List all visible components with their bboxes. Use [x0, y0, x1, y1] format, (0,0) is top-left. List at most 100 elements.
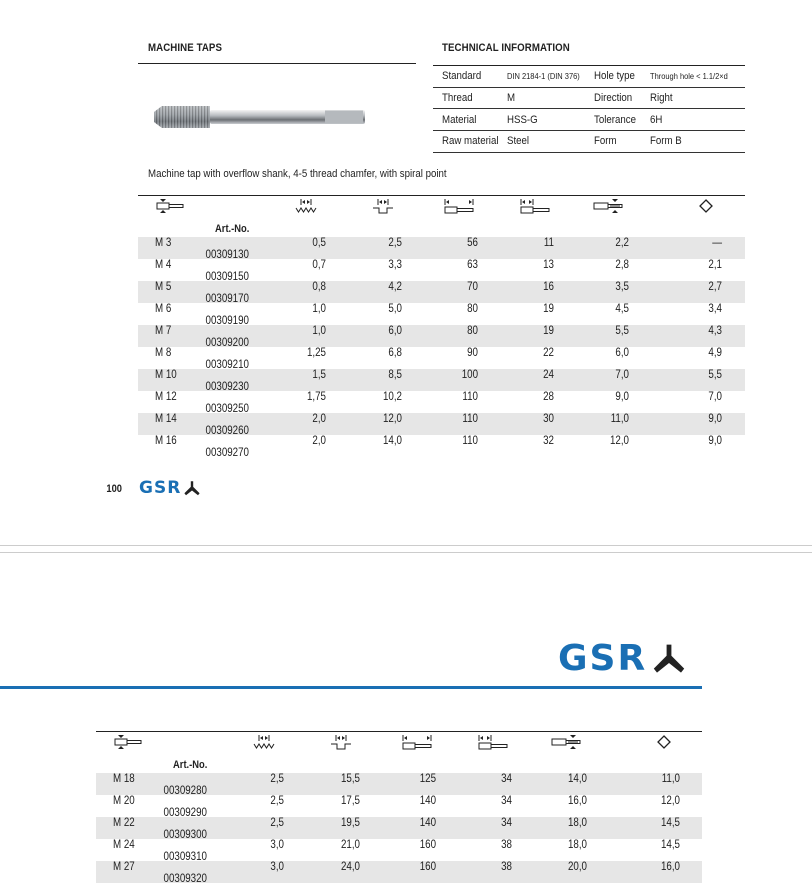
table-cell: 0,8	[312, 281, 326, 293]
value: M	[507, 92, 516, 105]
machine-tap-image	[150, 100, 365, 136]
value: Form B	[650, 135, 682, 148]
table-cell: 125	[419, 773, 436, 785]
table-cell: 00309310	[163, 851, 207, 863]
value: Right	[650, 92, 673, 105]
table-cell: 11,0	[610, 413, 629, 425]
table-cell: 100	[461, 369, 478, 381]
table-cell: 13	[543, 259, 554, 271]
logo-text: GSR	[558, 638, 648, 679]
value: HSS-G	[507, 113, 538, 126]
table-cell: 4,3	[708, 325, 722, 337]
tech-row: Raw material Steel Form Form B	[433, 131, 745, 153]
table-cell: 18,0	[567, 817, 587, 829]
table-cell: 10,2	[382, 391, 402, 403]
table-cell: 2,2	[615, 237, 629, 249]
table-cell: 38	[501, 861, 512, 873]
table-cell: M 5	[155, 281, 172, 293]
table-row: M 10 1,5 8,5 100 24 7,0 5,5 00309230	[138, 369, 745, 393]
tech-info-title: TECHNICAL INFORMATION	[442, 42, 570, 54]
table-cell: 6,8	[388, 347, 402, 359]
table-cell: M 7	[155, 325, 172, 337]
table-cell: 160	[419, 839, 436, 851]
table-row: M 6 1,0 5,0 80 19 4,5 3,4 00309190	[138, 303, 745, 327]
table-cell: 12,0	[660, 795, 680, 807]
column-header	[478, 198, 554, 219]
total-length-icon	[402, 734, 432, 755]
table-cell: 14,0	[567, 773, 587, 785]
tech-row: Material HSS-G Tolerance 6H	[433, 109, 745, 132]
page-separator	[0, 552, 812, 553]
table-cell: 0,7	[312, 259, 326, 271]
value: Steel	[507, 135, 530, 148]
table-cell: 30	[543, 413, 554, 425]
table-cell: 1,5	[312, 369, 326, 381]
table-cell: M 18	[113, 773, 135, 785]
table-cell: 5,5	[615, 325, 629, 337]
table-cell: 11	[543, 237, 554, 249]
table-cell: 0,5	[312, 237, 326, 249]
table-cell: 00309270	[205, 447, 249, 459]
table-row: M 16 2,0 14,0 110 32 12,0 9,0 00309270	[138, 435, 745, 459]
table-cell: 90	[467, 347, 478, 359]
table-row: M 5 0,8 4,2 70 16 3,5 2,7 00309170	[138, 281, 745, 305]
table-cell: 1,75	[306, 391, 326, 403]
table-cell: 14,5	[660, 817, 680, 829]
square-icon	[656, 734, 672, 755]
table-cell: M 10	[155, 369, 177, 381]
table-cell: 15,5	[340, 773, 360, 785]
label: Material	[442, 113, 477, 126]
table-row: M 27 3,0 24,0 160 38 20,0 16,0 00309320	[96, 861, 702, 885]
shank-length-icon	[478, 734, 508, 755]
table-cell: 00309230	[205, 381, 249, 393]
table-cell: M 24	[113, 839, 135, 851]
table-cell: 9,0	[708, 413, 722, 425]
table-cell: 19	[543, 325, 554, 337]
table-cell: 2,7	[708, 281, 722, 293]
table-cell: 3,0	[270, 839, 284, 851]
table-cell: 12,0	[382, 413, 402, 425]
column-header	[138, 198, 249, 219]
table-header: Art.-No.	[138, 195, 745, 237]
table-cell: 18,0	[567, 839, 587, 851]
table-cell: 34	[501, 795, 512, 807]
column-header	[284, 734, 360, 755]
table-cell: 7,0	[708, 391, 722, 403]
table-cell: 00309290	[163, 807, 207, 819]
section-title: MACHINE TAPS	[148, 42, 223, 54]
column-header	[326, 198, 402, 219]
table-cell: 3,4	[708, 303, 722, 315]
table-cell: 9,0	[708, 435, 722, 447]
table-row: M 7 1,0 6,0 80 19 5,5 4,3 00309200	[138, 325, 745, 349]
column-header: Art.-No.	[96, 759, 207, 771]
art-no-header: Art.-No.	[214, 223, 249, 235]
table-cell: 00309250	[205, 403, 249, 415]
value: DIN 2184-1 (DIN 376)	[507, 71, 580, 82]
table-cell: 21,0	[340, 839, 360, 851]
table-header: Art.-No.	[96, 731, 702, 773]
table-cell: 16	[543, 281, 554, 293]
table-cell: 110	[462, 435, 478, 447]
table-cell: 63	[467, 259, 478, 271]
table-cell: 00309280	[163, 785, 207, 797]
table-cell: 32	[543, 435, 554, 447]
gsr-logo-large: GSR	[558, 638, 685, 679]
label: Standard	[442, 70, 482, 83]
table-cell: M 8	[155, 347, 172, 359]
table-cell: 16,0	[660, 861, 680, 873]
table-row: M 20 2,5 17,5 140 34 16,0 12,0 00309290	[96, 795, 702, 819]
table-cell: 5,5	[708, 369, 722, 381]
column-header	[629, 198, 722, 219]
table-cell: 2,0	[312, 413, 326, 425]
table-cell: 19	[543, 303, 554, 315]
table-cell: 6,0	[388, 325, 402, 337]
table-cell: 00309200	[205, 337, 249, 349]
table-cell: M 27	[113, 861, 135, 873]
label: Form	[594, 135, 617, 148]
table-cell: 22	[543, 347, 554, 359]
divider	[138, 63, 416, 64]
column-header	[554, 198, 629, 219]
table-cell: 80	[467, 303, 478, 315]
table-cell: 16,0	[567, 795, 587, 807]
table-cell: M 14	[155, 413, 177, 425]
